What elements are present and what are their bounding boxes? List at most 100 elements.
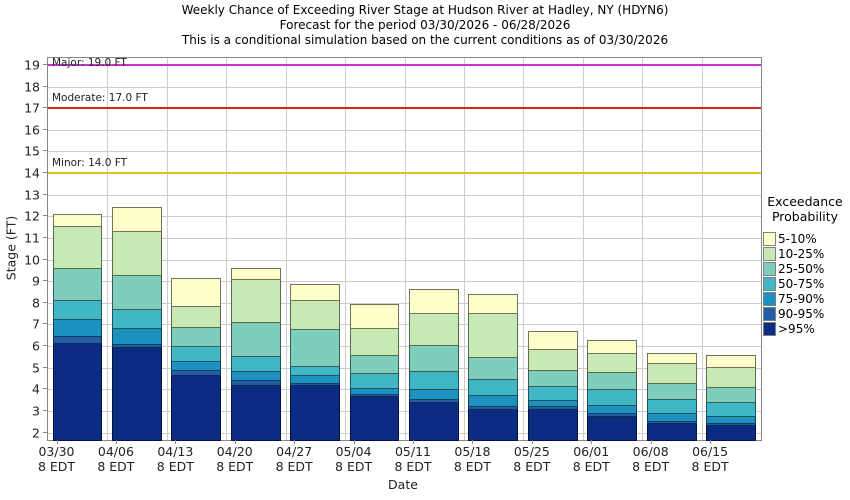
legend-item-label: 5-10% <box>778 231 817 246</box>
bar-segment-2550 <box>230 322 281 357</box>
x-tick-label: 06/01 8 EDT <box>573 444 610 474</box>
bar-segment-1025 <box>527 349 578 371</box>
y-tick-label: 6 <box>32 338 40 354</box>
x-tick-time: 8 EDT <box>394 459 432 474</box>
y-axis-tick <box>43 301 47 303</box>
legend-item-label: >95% <box>778 321 815 336</box>
v-gridline <box>463 58 465 440</box>
y-tick-label: 8 <box>32 295 40 311</box>
legend-item-label: 10-25% <box>778 246 825 261</box>
bar-segment-95 <box>290 385 341 441</box>
y-axis-tick <box>43 431 47 433</box>
legend-item: >95% <box>763 321 850 336</box>
bar-segment-510 <box>646 352 697 365</box>
bar-segment-5075 <box>171 346 222 363</box>
bar-segment-95 <box>706 425 756 441</box>
v-gridline <box>166 58 168 440</box>
bar-segment-7590 <box>409 389 459 401</box>
y-axis-tick <box>43 388 47 390</box>
bar-segment-1025 <box>290 299 341 330</box>
y-tick-label: 18 <box>24 79 40 95</box>
bar-segment-7590 <box>646 413 697 422</box>
y-axis-tick <box>43 323 47 325</box>
bar-segment-510 <box>111 206 162 233</box>
y-axis-tick <box>43 236 47 238</box>
y-tick-label: 17 <box>24 100 40 116</box>
bar-segment-95 <box>111 347 162 441</box>
bar-segment-2550 <box>111 274 162 311</box>
bar-segment-2550 <box>468 356 519 380</box>
legend: Exceedance Probability 5-10% 10-25% 25-50%… <box>760 194 850 336</box>
x-tick-date: 04/20 <box>216 444 253 459</box>
legend-swatch <box>763 231 776 246</box>
bar-segment-95 <box>52 342 103 441</box>
bar-segment-1025 <box>349 327 400 356</box>
bar-segment-5075 <box>468 378 519 396</box>
bar-segment-5075 <box>290 365 341 377</box>
x-axis-tick <box>591 440 593 444</box>
legend-swatch <box>763 291 776 306</box>
bar-segment-2550 <box>171 326 222 348</box>
bar-segment-510 <box>706 354 756 368</box>
bar-segment-7590 <box>171 361 222 371</box>
y-axis-tick <box>43 345 47 347</box>
x-axis-tick <box>234 440 236 444</box>
x-axis-tick <box>353 440 355 444</box>
bar-segment-2550 <box>52 268 103 301</box>
bar-segment-7590 <box>230 370 281 381</box>
bar-segment-510 <box>527 330 578 351</box>
x-tick-date: 04/27 <box>276 444 313 459</box>
x-tick-date: 04/13 <box>157 444 194 459</box>
x-tick-date: 04/06 <box>97 444 134 459</box>
bar-segment-1025 <box>706 366 756 389</box>
bar-segment-510 <box>349 303 400 329</box>
legend-swatch <box>763 261 776 276</box>
y-axis-tick <box>43 107 47 109</box>
v-gridline <box>642 58 644 440</box>
legend-swatch <box>763 306 776 321</box>
bar-segment-510 <box>587 339 638 354</box>
bar-segment-1025 <box>230 279 281 324</box>
bar-segment-95 <box>230 385 281 441</box>
legend-item-label: 50-75% <box>778 276 825 291</box>
bar-segment-9095 <box>52 336 103 344</box>
bar-segment-510 <box>409 288 459 314</box>
x-tick-date: 06/01 <box>573 444 610 459</box>
x-tick-date: 06/08 <box>632 444 669 459</box>
x-tick-time: 8 EDT <box>632 459 670 474</box>
legend-item: 10-25% <box>763 246 850 261</box>
y-axis-tick <box>43 366 47 368</box>
bar-segment-1025 <box>468 312 519 358</box>
x-tick-date: 06/15 <box>692 444 729 459</box>
legend-swatch <box>763 276 776 291</box>
legend-item-list: 5-10% 10-25% 25-50% 50-75% 75-90% 90-95% >95% <box>760 231 850 336</box>
y-tick-label: 3 <box>32 403 40 419</box>
x-tick-time: 8 EDT <box>335 459 373 474</box>
v-gridline <box>285 58 287 440</box>
legend-item: 50-75% <box>763 276 850 291</box>
bar-segment-7590 <box>290 375 341 384</box>
bar-segment-95 <box>409 402 459 441</box>
x-axis-tick <box>413 440 414 444</box>
x-axis-tick <box>650 440 652 444</box>
bar-segment-510 <box>230 268 281 281</box>
bar-segment-510 <box>171 277 222 308</box>
v-gridline <box>701 58 703 440</box>
x-tick-date: 03/30 <box>38 444 75 459</box>
bar-segment-7590 <box>587 404 638 415</box>
bar-segment-5075 <box>349 373 400 390</box>
x-tick-time: 8 EDT <box>37 459 76 474</box>
bar-segment-5075 <box>706 402 756 418</box>
chart-header: Weekly Chance of Exceeding River Stage a… <box>0 3 850 48</box>
plot-area: Major: 19.0 FT Moderate: 17.0 FT Minor: 14… <box>47 57 762 441</box>
x-tick-label: 05/11 8 EDT <box>394 444 431 474</box>
bar-segment-1025 <box>646 363 697 384</box>
bar-segment-2550 <box>646 382 697 401</box>
legend-item: 25-50% <box>763 261 850 276</box>
threshold-label-moderate: Moderate: 17.0 FT <box>52 92 148 105</box>
y-tick-label: 14 <box>24 165 40 181</box>
x-axis-tick <box>531 440 533 444</box>
bar-segment-5075 <box>52 299 103 321</box>
y-tick-label: 7 <box>32 316 40 332</box>
bar-segment-2550 <box>349 354 400 375</box>
